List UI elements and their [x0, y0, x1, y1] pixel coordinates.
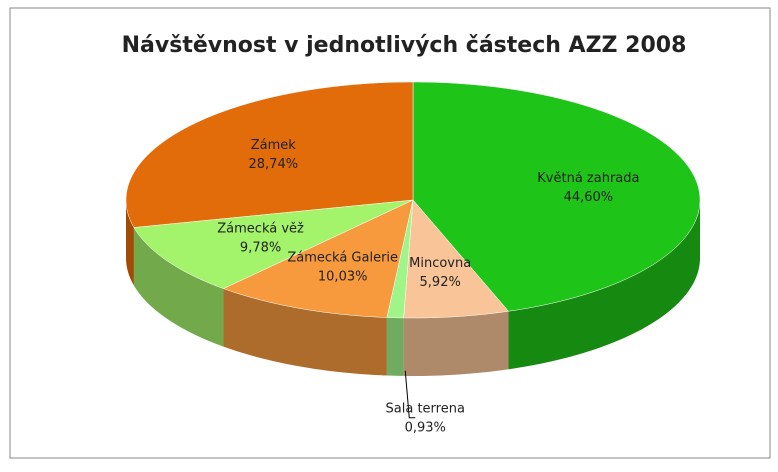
pie-side — [133, 227, 224, 347]
pie-side — [126, 200, 134, 286]
slice-value-label: 28,74% — [249, 157, 299, 172]
pie-side — [403, 311, 509, 376]
slice-label: Zámek — [251, 138, 297, 153]
slice-value-label: 10,03% — [318, 270, 368, 285]
leader-line — [404, 370, 416, 419]
pie-slice — [403, 199, 510, 319]
pie-slice — [133, 199, 414, 289]
pie-side — [386, 317, 404, 376]
pie-side — [508, 200, 700, 370]
slice-label: Sala terrena — [386, 401, 465, 416]
pie-side — [223, 288, 387, 376]
pie-slice — [125, 81, 414, 228]
slice-label: Zámecká Galerie — [287, 251, 398, 266]
slice-label: Květná zahrada — [537, 171, 639, 186]
pie-slice — [222, 199, 414, 318]
slice-value-label: 5,92% — [420, 275, 461, 290]
slice-label: Zámecká věž — [217, 221, 304, 236]
slice-value-label: 44,60% — [564, 190, 614, 205]
slice-value-label: 0,93% — [405, 420, 446, 435]
pie-slice — [412, 81, 701, 312]
slice-value-label: 9,78% — [240, 240, 281, 255]
chart-title: Návštěvnost v jednotlivých částech AZZ 2… — [122, 33, 687, 58]
slice-label: Mincovna — [409, 256, 471, 271]
